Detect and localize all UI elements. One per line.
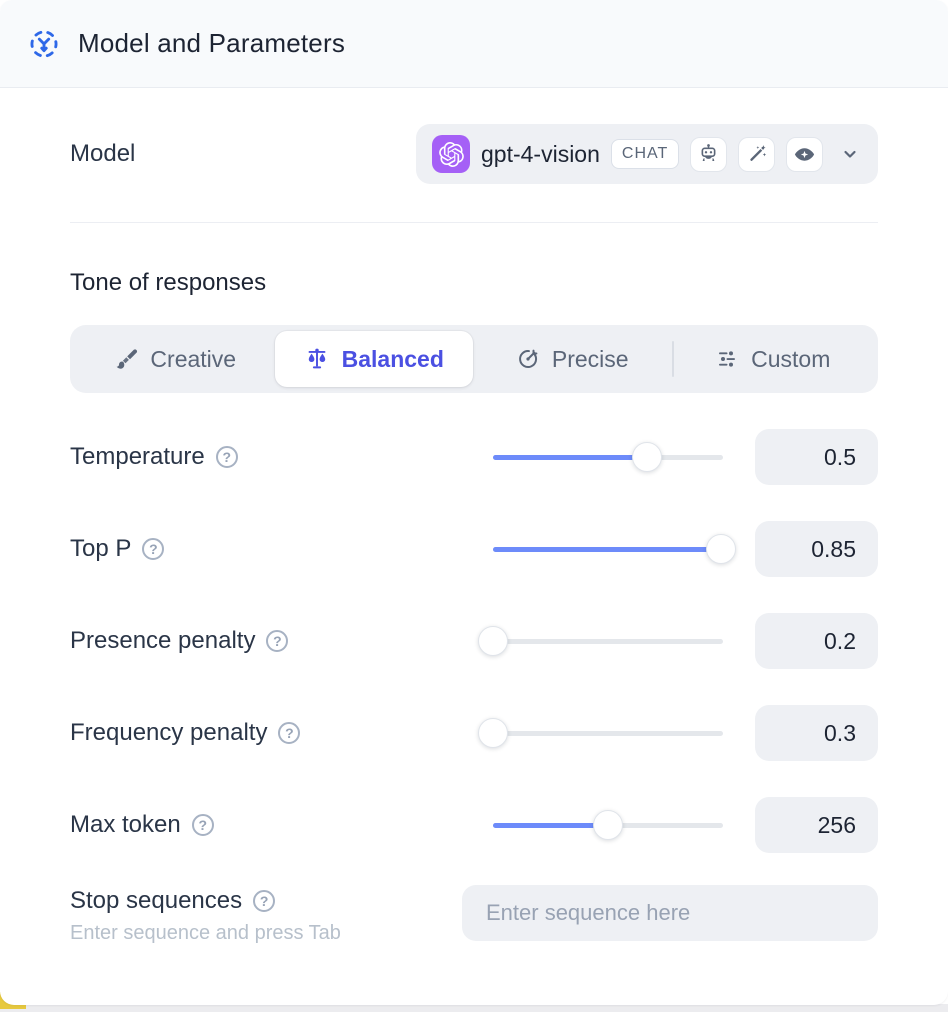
paintbrush-icon: [114, 347, 138, 371]
robot-icon: [690, 136, 728, 172]
tone-segmented-control: Creative Balanced: [70, 325, 878, 393]
param-row-temperature: Temperature ? 0.5: [70, 429, 878, 485]
param-row-presence-penalty: Presence penalty ? 0.2: [70, 613, 878, 669]
stop-sequences-label: Stop sequences: [70, 887, 243, 914]
max-token-value[interactable]: 256: [755, 797, 878, 853]
model-row: Model gpt-4-vision CHAT: [70, 124, 878, 184]
stop-sequence-input[interactable]: [462, 885, 878, 941]
panel-header: Model and Parameters: [0, 0, 948, 88]
page-background-strip: [0, 1004, 948, 1012]
slider-fill: [493, 822, 608, 828]
slider-thumb[interactable]: [593, 810, 623, 840]
vision-eye-icon: [786, 136, 824, 172]
page-title: Model and Parameters: [78, 28, 346, 58]
tone-option-balanced[interactable]: Balanced: [274, 331, 473, 387]
param-label: Max token: [70, 811, 181, 838]
tone-option-label: Custom: [751, 345, 831, 372]
balance-scale-icon: [304, 346, 330, 372]
param-label: Frequency penalty: [70, 719, 268, 746]
segment-divider: [671, 341, 674, 377]
slider-thumb[interactable]: [478, 626, 508, 656]
temperature-value[interactable]: 0.5: [755, 429, 878, 485]
stop-sequences-row: Stop sequences ? Enter sequence and pres…: [70, 885, 878, 945]
help-icon[interactable]: ?: [253, 890, 276, 912]
help-icon[interactable]: ?: [142, 538, 165, 560]
slider-fill: [493, 454, 648, 460]
slider-thumb[interactable]: [478, 718, 508, 748]
openai-logo: [432, 135, 470, 173]
magic-wand-icon: [738, 136, 776, 172]
tone-heading: Tone of responses: [70, 269, 267, 296]
model-select-dropdown[interactable]: gpt-4-vision CHAT: [416, 124, 878, 184]
presence-penalty-slider[interactable]: [478, 626, 723, 656]
frequency-penalty-value[interactable]: 0.3: [755, 705, 878, 761]
model-type-badge: CHAT: [610, 139, 680, 169]
help-icon[interactable]: ?: [278, 722, 301, 744]
model-label: Model: [70, 140, 136, 167]
chevron-down-icon: [838, 142, 862, 166]
tone-option-label: Creative: [150, 345, 237, 372]
param-row-frequency-penalty: Frequency penalty ? 0.3: [70, 705, 878, 761]
max-token-slider[interactable]: [493, 810, 723, 840]
tone-option-precise[interactable]: Precise: [473, 331, 672, 387]
param-row-max-token: Max token ? 256: [70, 797, 878, 853]
param-label: Top P: [70, 535, 132, 562]
frequency-penalty-slider[interactable]: [478, 718, 723, 748]
top-p-value[interactable]: 0.85: [755, 521, 878, 577]
slider-track: [493, 638, 723, 644]
param-row-top-p: Top P ? 0.85: [70, 521, 878, 577]
help-icon[interactable]: ?: [191, 814, 214, 836]
param-label: Temperature: [70, 443, 205, 470]
help-icon[interactable]: ?: [215, 446, 238, 468]
slider-thumb[interactable]: [705, 534, 736, 564]
section-divider: [70, 222, 878, 223]
param-label: Presence penalty: [70, 627, 256, 654]
tone-option-label: Precise: [551, 345, 629, 372]
help-icon[interactable]: ?: [266, 630, 289, 652]
presence-penalty-value[interactable]: 0.2: [755, 613, 878, 669]
selected-model-name: gpt-4-vision: [481, 140, 600, 167]
target-arrow-icon: [516, 347, 540, 371]
slider-track: [493, 730, 723, 736]
sliders-icon: [715, 347, 739, 371]
slider-fill: [493, 546, 721, 552]
stop-sequences-hint: Enter sequence and press Tab: [70, 922, 341, 944]
tone-option-custom[interactable]: Custom: [674, 331, 873, 387]
slider-thumb[interactable]: [632, 442, 663, 472]
model-icon: [28, 28, 60, 60]
temperature-slider[interactable]: [493, 442, 723, 472]
tone-option-creative[interactable]: Creative: [76, 331, 275, 387]
tone-option-label: Balanced: [341, 345, 444, 372]
top-p-slider[interactable]: [493, 534, 736, 564]
